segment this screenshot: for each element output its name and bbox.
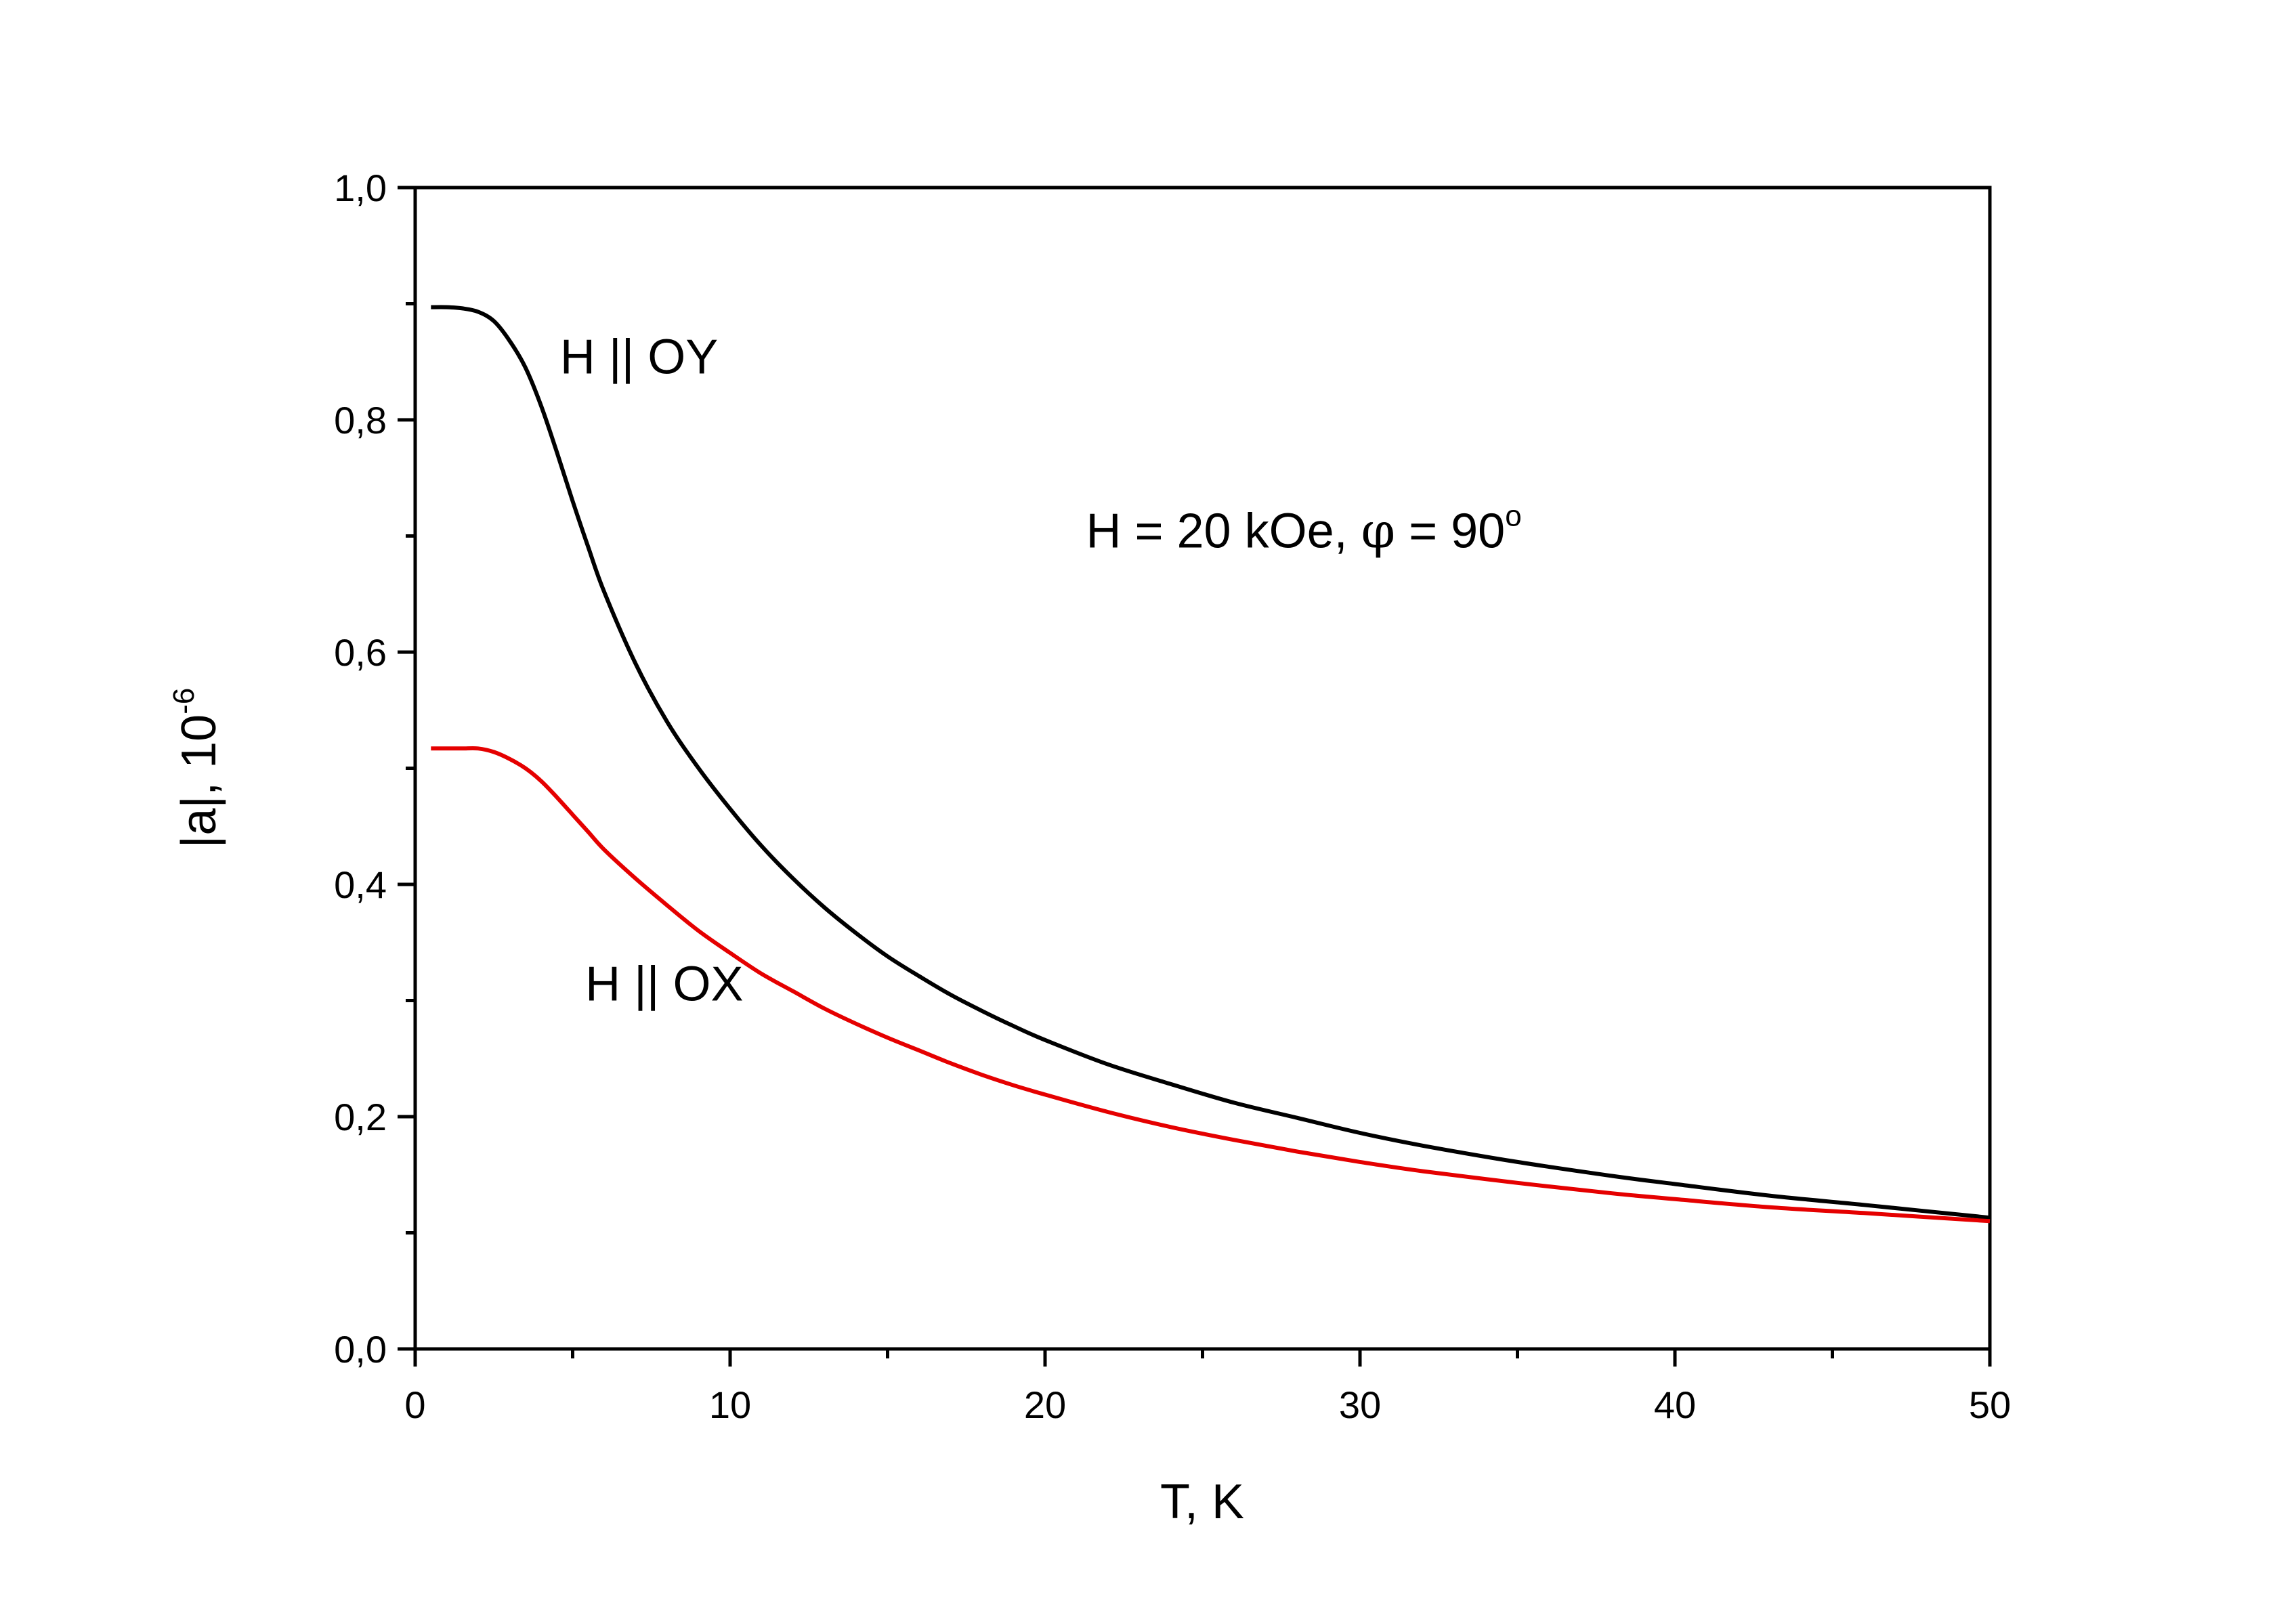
x-tick-label: 40 [1654,1383,1696,1426]
x-tick-label: 30 [1339,1383,1381,1426]
x-axis-tick-labels: 0 10 20 30 40 50 [404,1383,2011,1426]
y-axis-title: |a|, 10-6 [167,688,226,849]
y-axis-title-exponent: -6 [167,688,200,714]
annotation-field-text: H = 20 kOe, [1086,504,1361,559]
x-tick-label: 50 [1969,1383,2011,1426]
series-line-ox [431,746,1991,1224]
annotation-h-parallel-ox: H || OX [585,958,743,1012]
x-tick-label: 10 [709,1383,751,1426]
annotation-field-angle: H = 20 kOe, φ = 90o [1086,500,1521,559]
annotation-angle-value: = 90 [1395,504,1505,559]
series-line-oy [431,305,1991,1220]
y-axis-tick-labels: 0,0 0,2 0,4 0,6 0,8 1,0 [334,167,387,1371]
y-tick-label: 0,6 [334,631,387,674]
y-tick-label: 1,0 [334,167,387,209]
annotation-phi-symbol: φ [1361,502,1395,559]
y-axis-ticks [398,186,415,1351]
y-tick-label: 0,2 [334,1096,387,1138]
x-tick-label: 0 [404,1383,425,1426]
y-tick-label: 0,8 [334,399,387,442]
y-tick-label: 0,4 [334,863,387,906]
y-axis-title-group: |a|, 10-6 [167,688,226,849]
series-lines [431,305,1991,1224]
annotation-degree-superscript: o [1505,500,1521,533]
y-tick-label: 0,0 [334,1328,387,1371]
x-axis-title: T, K [1160,1475,1244,1529]
y-axis-title-base: |a|, 10 [172,714,226,849]
x-tick-label: 20 [1024,1383,1066,1426]
x-axis-ticks [413,1349,1992,1367]
annotation-h-parallel-oy: H || OY [560,330,718,384]
annotations: H || OY H || OX H = 20 kOe, φ = 90o [560,330,1522,1011]
